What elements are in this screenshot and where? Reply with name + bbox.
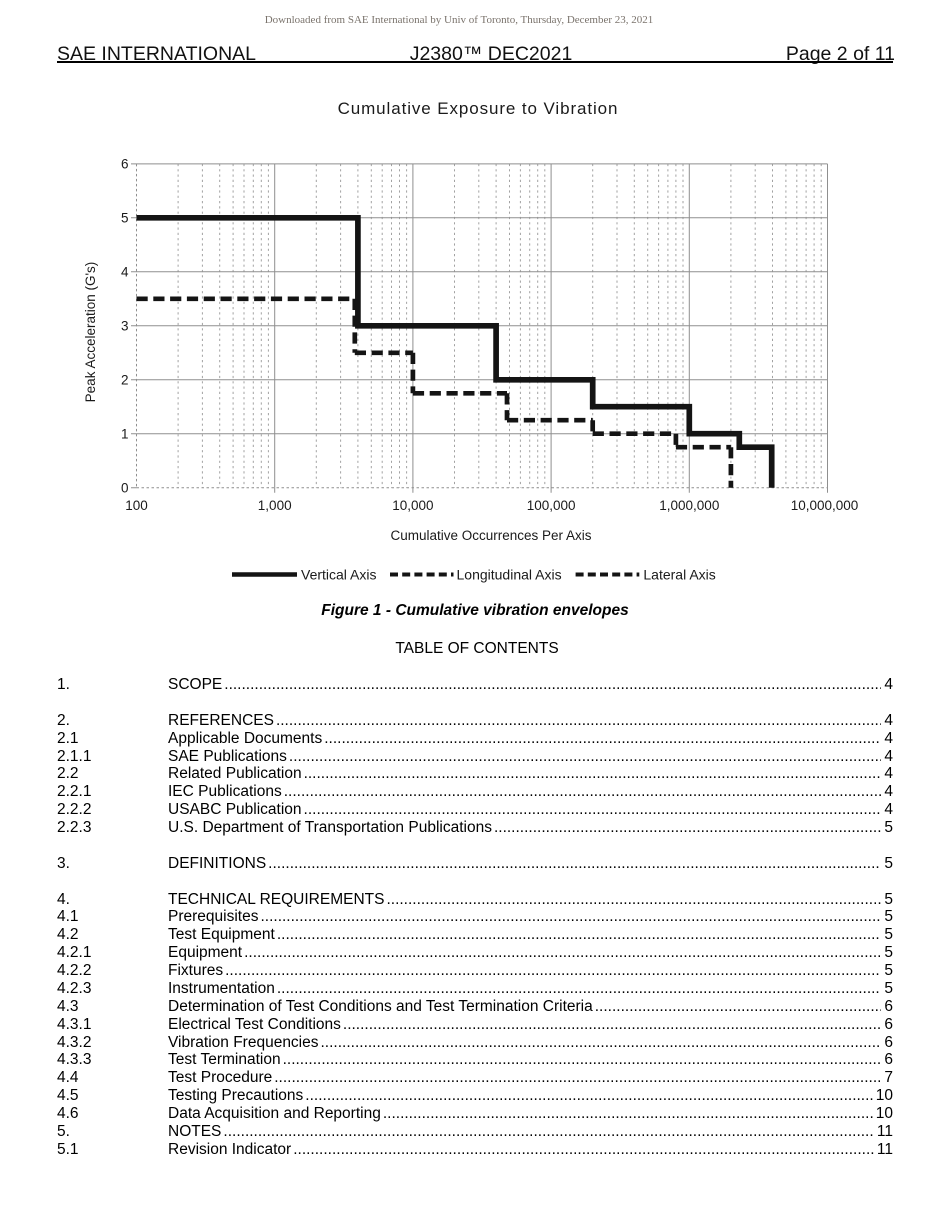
svg-text:100,000: 100,000	[527, 498, 576, 513]
svg-text:3: 3	[121, 319, 129, 334]
svg-text:100: 100	[125, 498, 148, 513]
svg-text:4: 4	[121, 265, 129, 280]
svg-text:Vertical Axis: Vertical Axis	[301, 567, 376, 583]
svg-text:0: 0	[121, 480, 129, 495]
svg-text:Peak Acceleration (G's): Peak Acceleration (G's)	[83, 262, 98, 403]
svg-text:Cumulative Occurrences Per Axi: Cumulative Occurrences Per Axis	[390, 528, 591, 543]
svg-text:2: 2	[121, 373, 129, 388]
svg-text:10,000,000: 10,000,000	[791, 498, 859, 513]
svg-text:Longitudinal Axis: Longitudinal Axis	[457, 567, 562, 583]
svg-text:1: 1	[121, 426, 129, 441]
svg-text:Cumulative Exposure to Vibrati: Cumulative Exposure to Vibration	[338, 99, 619, 118]
svg-text:Lateral Axis: Lateral Axis	[643, 567, 715, 583]
svg-text:1,000,000: 1,000,000	[659, 498, 719, 513]
svg-text:6: 6	[121, 157, 129, 172]
svg-text:5: 5	[121, 211, 129, 226]
svg-text:1,000: 1,000	[258, 498, 292, 513]
svg-text:10,000: 10,000	[392, 498, 433, 513]
